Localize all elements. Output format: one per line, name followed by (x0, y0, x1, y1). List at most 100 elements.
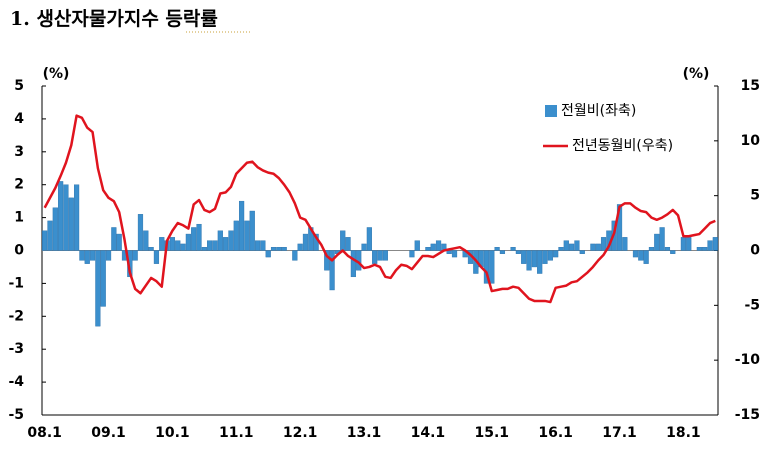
bar (547, 250, 553, 261)
bar (696, 247, 702, 251)
bar (79, 250, 85, 261)
bar (670, 250, 676, 254)
bar (265, 250, 271, 258)
y-tick-label: 4 (14, 111, 24, 127)
bar (558, 247, 564, 251)
bar (68, 197, 74, 251)
y-axis-label: (%) (43, 66, 70, 82)
y2-axis-label: (%) (683, 66, 710, 82)
bar (563, 240, 569, 251)
bar (270, 247, 277, 251)
bar (600, 237, 607, 251)
legend-label: 전년동월비(우축) (572, 138, 673, 154)
bar (191, 227, 197, 251)
bar (153, 250, 160, 264)
bar (52, 207, 58, 251)
bar (515, 250, 521, 254)
bar (654, 233, 660, 251)
bar (143, 230, 149, 251)
bar (100, 250, 106, 307)
bar (249, 210, 255, 251)
y2-tick-label: 15 (741, 78, 760, 94)
bar (483, 250, 490, 284)
y-tick-label: -1 (8, 275, 24, 291)
bar (212, 240, 218, 251)
x-tick-label: 10.1 (155, 425, 190, 441)
bar (105, 250, 112, 261)
bar (499, 250, 506, 254)
bar (324, 250, 330, 271)
x-tick-label: 17.1 (602, 425, 637, 441)
x-tick-label: 08.1 (27, 425, 62, 441)
x-tick-label: 16.1 (538, 425, 573, 441)
legend-swatch (545, 105, 557, 117)
bar (292, 250, 298, 261)
bar (297, 243, 303, 251)
y2-tick-label: -5 (744, 297, 760, 313)
bar (228, 230, 234, 251)
x-tick-label: 14.1 (411, 425, 446, 441)
bar (382, 250, 388, 261)
bar (239, 200, 245, 251)
bar (180, 243, 186, 251)
bar (643, 250, 649, 264)
bar (409, 250, 415, 258)
bar (233, 220, 239, 251)
y-tick-label: -2 (8, 308, 24, 324)
bar (169, 237, 176, 251)
bar (159, 237, 165, 251)
bar (132, 250, 138, 261)
bar (95, 250, 101, 327)
bar (648, 247, 655, 251)
bar (494, 247, 500, 251)
bar (553, 250, 559, 258)
bar (361, 243, 367, 251)
y-tick-label: 5 (14, 78, 24, 94)
bar (366, 227, 372, 251)
y-tick-label: 0 (14, 243, 24, 259)
bar (510, 247, 516, 251)
bar (377, 250, 383, 261)
bar (329, 250, 335, 291)
bar (664, 247, 671, 251)
bar (137, 214, 144, 251)
bar (686, 237, 692, 251)
bar (595, 243, 601, 251)
bar (217, 230, 223, 251)
bar (89, 250, 96, 261)
bar (58, 181, 64, 251)
y2-tick-label: -10 (735, 352, 761, 368)
bar (340, 230, 346, 251)
y2-tick-label: 5 (750, 188, 760, 204)
bar (638, 250, 644, 261)
x-tick-label: 13.1 (347, 425, 382, 441)
bar (569, 243, 575, 251)
bar (521, 250, 527, 264)
bar (574, 240, 580, 251)
bar (372, 250, 378, 264)
bar (350, 250, 356, 278)
bar (207, 240, 213, 251)
y-tick-label: -3 (8, 341, 24, 357)
y2-tick-label: -15 (735, 407, 760, 423)
bar (196, 223, 202, 251)
bar (201, 247, 207, 251)
bar (148, 247, 154, 251)
bar (63, 184, 69, 251)
y-tick-label: -5 (8, 407, 24, 423)
bar (260, 240, 266, 251)
bar (489, 250, 495, 284)
bar (616, 204, 623, 251)
bar (223, 237, 229, 251)
bar (702, 247, 708, 251)
x-tick-label: 11.1 (219, 425, 254, 441)
bar (712, 237, 718, 251)
bar (74, 184, 80, 251)
chart-title: 1. 생산자물가지수 등락률 (10, 8, 218, 30)
x-tick-label: 15.1 (475, 425, 510, 441)
bar (659, 227, 665, 251)
bar (414, 240, 420, 251)
bar (680, 237, 686, 251)
bar (435, 240, 442, 251)
